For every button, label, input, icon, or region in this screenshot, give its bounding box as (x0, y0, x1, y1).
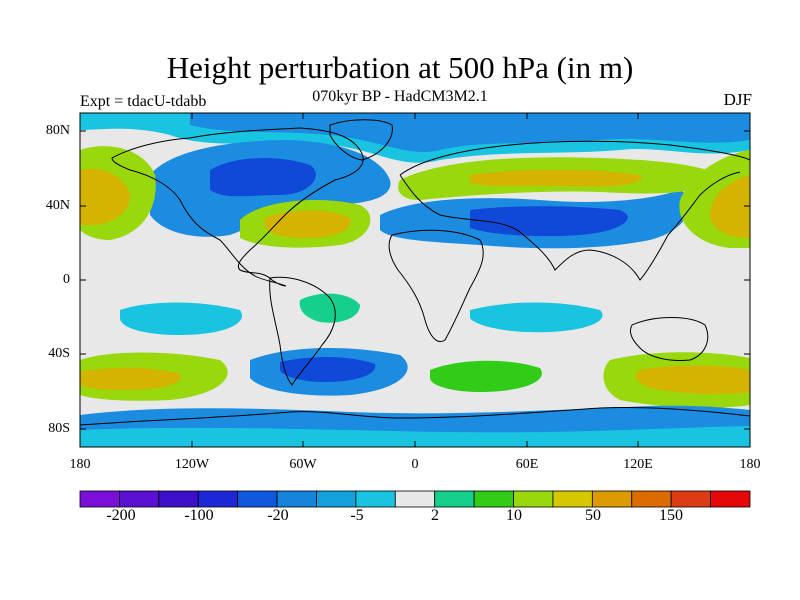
contour-field (80, 113, 750, 447)
north-america-strong-negative (210, 158, 316, 197)
colorbar-swatch (197, 490, 239, 508)
colorbar-swatch (552, 490, 593, 508)
axis-ticks (79, 113, 751, 447)
x-tick-label: 180 (69, 457, 91, 472)
colorbar-label: 10 (506, 507, 522, 524)
colorbar-swatch (513, 490, 554, 508)
tropical-atlantic-positive (299, 293, 360, 323)
y-tick-label: 40S (48, 346, 70, 361)
north-eurasia-max-positive (470, 169, 642, 187)
x-tick-label: 180 (739, 457, 761, 472)
coastlines (80, 119, 750, 426)
y-tick-label: 80S (48, 421, 70, 436)
chart-title: Height perturbation at 500 hPa (in m) (166, 50, 634, 85)
colorbar-swatch (119, 490, 160, 508)
eurasia-strong-negative (470, 206, 628, 237)
north-pacific-max-positive-east (710, 175, 750, 238)
colorbar-swatch (355, 490, 396, 508)
coast-greenland (329, 119, 393, 161)
colorbar-swatch (394, 490, 436, 508)
colorbar-swatch (434, 490, 475, 508)
colorbar-label: -5 (350, 507, 364, 524)
colorbar-swatch (237, 490, 278, 508)
colorbar-label: -20 (267, 507, 289, 524)
x-tick-label: 60E (515, 457, 539, 472)
north-pacific-max-positive-west (80, 168, 130, 225)
tropical-pacific-negative (120, 302, 242, 335)
south-pacific-max-positive (80, 367, 181, 390)
south-indian-positive (430, 360, 542, 392)
colorbar-swatch (473, 490, 514, 508)
coast-north-america (111, 127, 364, 287)
coast-eurasia (399, 140, 750, 281)
chart-subtitle: 070kyr BP - HadCM3M2.1 (312, 88, 488, 105)
y-tick-label: 0 (63, 272, 70, 287)
x-tick-label: 0 (411, 457, 419, 472)
season-label: DJF (723, 90, 752, 109)
arctic-mid-negative (190, 113, 750, 153)
x-tick-label: 120E (623, 457, 653, 472)
antarctic-weak-negative (80, 426, 750, 447)
colorbar-swatch (79, 490, 120, 508)
colorbar-label: -100 (184, 507, 214, 524)
south-australia-max-positive (635, 365, 750, 395)
colorbar-swatch (670, 490, 711, 508)
colorbar-label: 50 (585, 507, 601, 524)
x-tick-label: 120W (174, 457, 210, 472)
y-tick-label: 80N (45, 123, 70, 138)
colorbar-swatch (276, 490, 317, 508)
tropical-indian-negative (470, 302, 603, 333)
colorbar-label: 150 (659, 507, 683, 524)
colorbar-swatch (316, 490, 357, 508)
colorbar-label: -200 (106, 507, 136, 524)
south-atlantic-strong-negative (280, 356, 376, 382)
coast-antarctica (80, 406, 750, 426)
coast-africa (388, 229, 484, 343)
colorbar-label: 2 (431, 507, 439, 524)
colorbar-swatch (591, 490, 633, 508)
colorbar-swatch (631, 490, 672, 508)
colorbar-swatch (158, 490, 199, 508)
colorbar (79, 490, 751, 508)
colorbar-swatch (710, 490, 751, 508)
y-tick-label: 40N (45, 198, 70, 213)
x-tick-label: 60W (289, 457, 317, 472)
north-atlantic-max-positive (265, 210, 351, 238)
experiment-label: Expt = tdacU-tdabb (80, 93, 207, 110)
coast-australia (629, 317, 709, 361)
coast-south-america (269, 276, 336, 386)
